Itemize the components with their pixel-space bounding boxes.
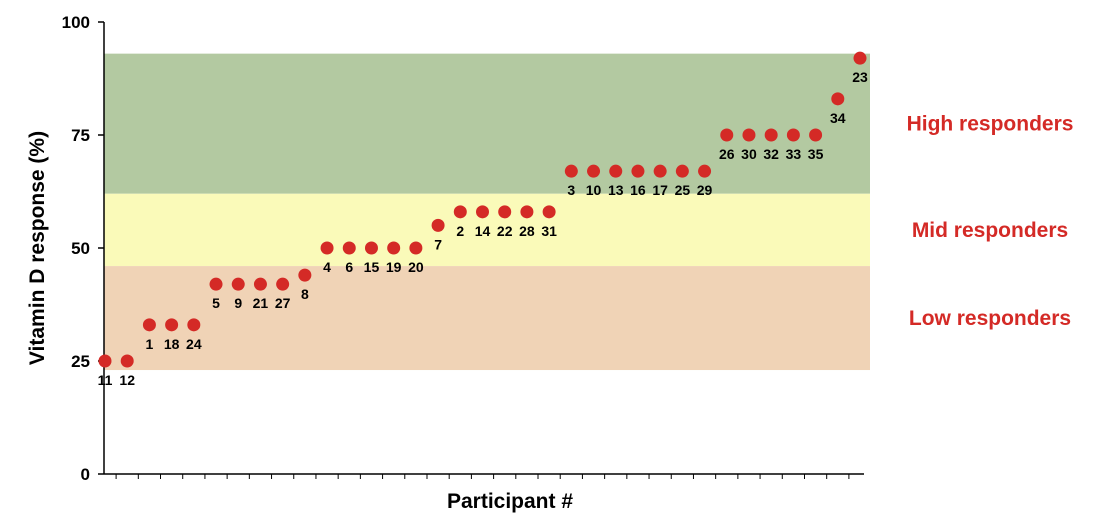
point-label-25: 25 (675, 182, 691, 198)
point-label-9: 9 (234, 295, 242, 311)
band-label-low-responders: Low responders (909, 307, 1071, 330)
band-mid-responders (104, 193, 870, 267)
point-participant-12 (120, 354, 134, 368)
point-label-1: 1 (146, 336, 154, 352)
y-tick-label-75: 75 (71, 126, 90, 145)
point-participant-2 (453, 205, 467, 219)
point-participant-30 (742, 128, 756, 142)
y-axis-title: Vitamin D response (%) (26, 131, 49, 365)
point-participant-15 (364, 241, 378, 255)
point-label-12: 12 (119, 372, 135, 388)
point-participant-10 (587, 164, 601, 178)
point-label-11: 11 (98, 372, 113, 388)
y-tick-label-100: 100 (62, 13, 90, 32)
point-label-17: 17 (652, 182, 668, 198)
point-participant-17 (653, 164, 667, 178)
responder-bands (104, 53, 870, 371)
point-label-13: 13 (608, 182, 624, 198)
point-label-21: 21 (253, 295, 269, 311)
point-participant-9 (231, 277, 245, 291)
y-tick-label-25: 25 (71, 352, 90, 371)
point-label-22: 22 (497, 223, 513, 239)
point-participant-16 (631, 164, 645, 178)
point-participant-31 (542, 205, 556, 219)
point-label-20: 20 (408, 259, 424, 275)
point-label-16: 16 (630, 182, 646, 198)
point-participant-20 (409, 241, 423, 255)
point-participant-8 (298, 268, 312, 282)
point-label-24: 24 (186, 336, 202, 352)
point-label-8: 8 (301, 286, 309, 302)
band-low-responders (104, 266, 870, 371)
x-axis-title: Participant # (447, 490, 573, 513)
data-points: 11 12 1 18 24 5 9 21 27 84 6 15 19 20 72 14 22 28 31 3 10 13 1… (98, 51, 868, 388)
band-high-responders (104, 53, 870, 194)
point-participant-29 (698, 164, 712, 178)
point-label-18: 18 (164, 336, 180, 352)
point-label-19: 19 (386, 259, 402, 275)
point-participant-4 (320, 241, 334, 255)
point-participant-18 (165, 318, 179, 332)
point-label-15: 15 (364, 259, 380, 275)
point-participant-34 (831, 92, 845, 106)
point-label-35: 35 (808, 146, 824, 162)
point-participant-5 (209, 277, 223, 291)
point-label-29: 29 (697, 182, 713, 198)
point-label-31: 31 (541, 223, 557, 239)
point-label-34: 34 (830, 110, 846, 126)
point-participant-28 (520, 205, 534, 219)
point-participant-25 (675, 164, 689, 178)
point-label-32: 32 (763, 146, 779, 162)
point-participant-32 (764, 128, 778, 142)
point-label-2: 2 (456, 223, 464, 239)
point-participant-1 (142, 318, 156, 332)
point-label-33: 33 (786, 146, 802, 162)
point-participant-22 (498, 205, 512, 219)
band-label-mid-responders: Mid responders (912, 219, 1068, 242)
point-label-10: 10 (586, 182, 602, 198)
point-label-7: 7 (434, 236, 442, 252)
band-labels: High responders Mid responders Low respond… (907, 113, 1074, 330)
point-label-27: 27 (275, 295, 291, 311)
point-participant-24 (187, 318, 201, 332)
point-label-23: 23 (852, 69, 868, 85)
point-participant-11 (98, 354, 112, 368)
point-participant-33 (786, 128, 800, 142)
point-label-6: 6 (345, 259, 353, 275)
y-tick-label-50: 50 (71, 239, 90, 258)
point-participant-23 (853, 51, 867, 65)
point-participant-19 (387, 241, 401, 255)
point-participant-21 (253, 277, 267, 291)
point-participant-26 (720, 128, 734, 142)
point-label-30: 30 (741, 146, 757, 162)
point-label-28: 28 (519, 223, 535, 239)
point-participant-27 (276, 277, 290, 291)
point-participant-6 (342, 241, 356, 255)
point-participant-3 (564, 164, 578, 178)
y-tick-label-0: 0 (81, 465, 90, 484)
point-participant-13 (609, 164, 623, 178)
point-label-14: 14 (475, 223, 491, 239)
point-label-5: 5 (212, 295, 220, 311)
point-participant-14 (476, 205, 489, 219)
point-label-3: 3 (567, 182, 575, 198)
y-axis-ticks: 0 25 50 75 100 (62, 13, 104, 484)
band-label-high-responders: High responders (907, 113, 1074, 136)
point-label-4: 4 (323, 259, 331, 275)
point-participant-35 (809, 128, 823, 142)
point-label-26: 26 (719, 146, 735, 162)
point-participant-7 (431, 218, 445, 232)
x-axis-ticks (115, 474, 850, 479)
